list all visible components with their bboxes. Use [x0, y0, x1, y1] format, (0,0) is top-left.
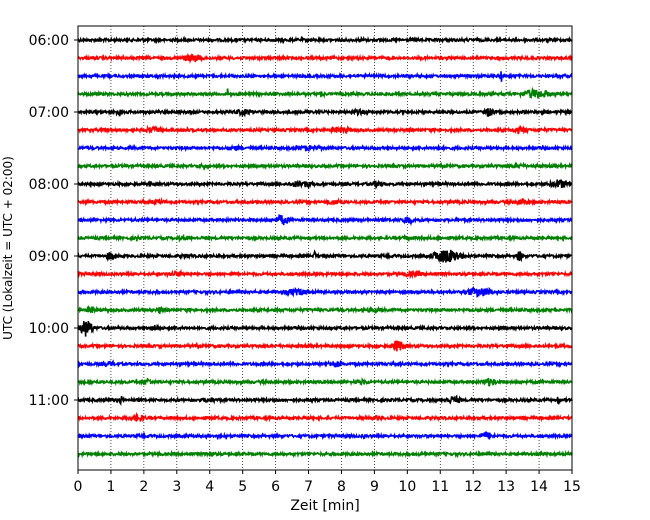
- x-tick-label: 8: [337, 479, 346, 495]
- x-axis-label: Zeit [min]: [290, 498, 359, 514]
- trace-row-1100: [77, 394, 573, 406]
- trace-row-0730: [77, 143, 573, 153]
- trace-row-0830: [77, 213, 573, 227]
- y-tick-label: 11:00: [29, 393, 69, 409]
- trace-row-0845: [77, 233, 573, 243]
- x-tick-label: 9: [370, 479, 379, 495]
- x-tick-label: 5: [238, 479, 247, 495]
- trace-row-1115: [77, 411, 573, 423]
- x-tick-label: 4: [205, 479, 214, 495]
- y-tick-label: 06:00: [29, 33, 69, 49]
- x-tick-label: 15: [563, 479, 581, 495]
- x-tick-label: 14: [530, 479, 548, 495]
- trace-row-1015: [77, 340, 573, 352]
- trace-row-0615: [77, 52, 573, 65]
- trace-row-1130: [77, 431, 573, 441]
- x-grid: [110, 26, 540, 470]
- trace-row-1045: [77, 377, 573, 387]
- x-tick-label: 1: [106, 479, 115, 495]
- x-tick-label: 11: [431, 479, 449, 495]
- trace-row-1000: [77, 321, 573, 337]
- x-tick-label: 13: [497, 479, 515, 495]
- y-tick-label: 10:00: [29, 321, 69, 337]
- trace-row-0930: [77, 285, 573, 299]
- trace-row-0700: [77, 107, 573, 118]
- x-tick-label: 3: [172, 479, 181, 495]
- trace-rows: [77, 35, 573, 459]
- y-axis-label: UTC (Lokalzeit = UTC + 02:00): [1, 156, 15, 340]
- trace-row-1145: [77, 449, 573, 459]
- trace-row-0815: [77, 197, 573, 207]
- y-tick-label: 07:00: [29, 105, 69, 121]
- trace-row-0630: [77, 71, 573, 82]
- trace-row-0900: [77, 249, 573, 264]
- trace-row-0800: [77, 178, 573, 190]
- x-tick-label: 7: [304, 479, 313, 495]
- trace-row-0715: [77, 124, 573, 135]
- trace-row-0945: [77, 304, 573, 315]
- x-tick-label: 2: [139, 479, 148, 495]
- plot-frame: [77, 25, 573, 471]
- y-axis-ticks: 06:00 07:00 08:00 09:00 10:00 11:00: [29, 33, 78, 409]
- trace-row-0745: [77, 161, 573, 171]
- y-tick-label: 09:00: [29, 249, 69, 265]
- x-tick-label: 0: [74, 479, 83, 495]
- x-tick-label: 12: [464, 479, 482, 495]
- x-tick-label: 10: [398, 479, 416, 495]
- trace-row-0915: [77, 268, 573, 280]
- x-tick-label: 6: [271, 479, 280, 495]
- trace-row-0645: [77, 86, 573, 100]
- y-tick-label: 08:00: [29, 177, 69, 193]
- trace-row-1030: [77, 359, 573, 369]
- trace-row-0600: [77, 35, 573, 45]
- x-axis-ticks: 0 1 2 3 4 5 6 7 8 9 10 11 12 13 14 15: [74, 470, 581, 495]
